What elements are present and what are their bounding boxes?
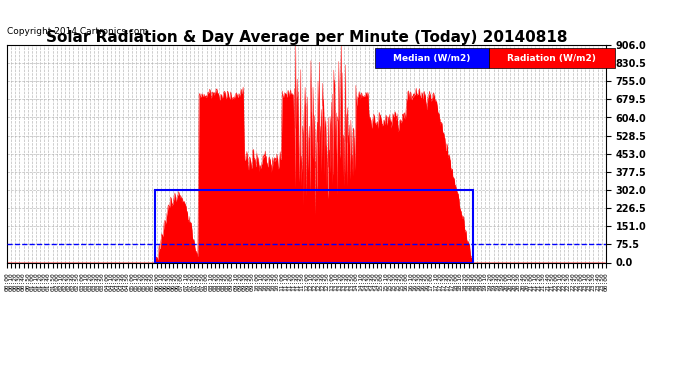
FancyBboxPatch shape bbox=[489, 48, 615, 68]
Text: Radiation (W/m2): Radiation (W/m2) bbox=[507, 54, 596, 63]
Title: Solar Radiation & Day Average per Minute (Today) 20140818: Solar Radiation & Day Average per Minute… bbox=[46, 30, 567, 45]
Text: Copyright 2014 Cartronics.com: Copyright 2014 Cartronics.com bbox=[7, 27, 148, 36]
Bar bbox=[155, 190, 473, 262]
FancyBboxPatch shape bbox=[375, 48, 489, 68]
Text: Median (W/m2): Median (W/m2) bbox=[393, 54, 471, 63]
